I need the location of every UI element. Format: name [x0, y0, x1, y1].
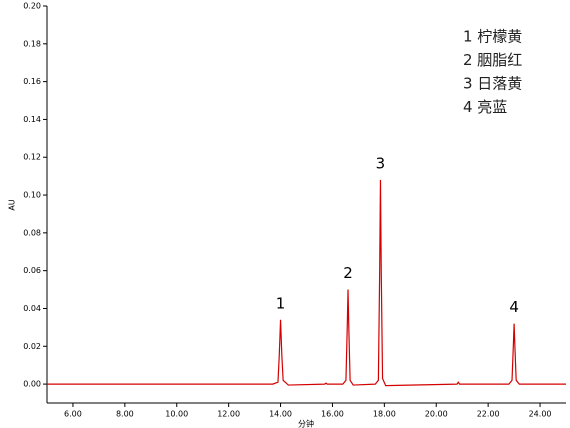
y-tick-label: 0.10 [23, 191, 41, 200]
y-tick-label: 0.18 [23, 39, 41, 48]
y-tick-label: 0.04 [23, 304, 41, 313]
peak-label: 3 [376, 154, 386, 172]
y-tick-label: 0.20 [23, 2, 41, 11]
y-tick-label: 0.08 [23, 228, 41, 237]
x-axis-label: 分钟 [298, 419, 314, 428]
legend-entry: 2 胭脂红 [463, 51, 522, 69]
peak-label: 2 [343, 264, 353, 282]
peak-label: 1 [276, 294, 286, 312]
legend-entry: 3 日落黄 [463, 75, 522, 93]
x-tick-label: 22.00 [477, 410, 500, 419]
y-tick-label: 0.00 [23, 380, 41, 389]
x-tick-label: 18.00 [373, 410, 396, 419]
x-tick-label: 16.00 [321, 410, 344, 419]
y-tick-label: 0.02 [23, 342, 41, 351]
legend-entry: 4 亮蓝 [463, 98, 507, 116]
x-tick-label: 24.00 [529, 410, 552, 419]
y-tick-label: 0.16 [23, 77, 41, 86]
x-tick-label: 12.00 [217, 410, 240, 419]
legend-entry: 1 柠檬黄 [463, 28, 522, 46]
x-tick-label: 14.00 [269, 410, 292, 419]
x-tick-label: 8.00 [116, 410, 134, 419]
y-tick-label: 0.06 [23, 266, 41, 275]
x-tick-label: 6.00 [64, 410, 82, 419]
y-axis-label: AU [8, 199, 17, 210]
y-tick-label: 0.12 [23, 153, 41, 162]
x-tick-label: 20.00 [425, 410, 448, 419]
y-tick-label: 0.14 [23, 115, 41, 124]
x-tick-label: 10.00 [165, 410, 188, 419]
chromatogram-line [47, 179, 566, 387]
peak-label: 4 [509, 298, 519, 316]
